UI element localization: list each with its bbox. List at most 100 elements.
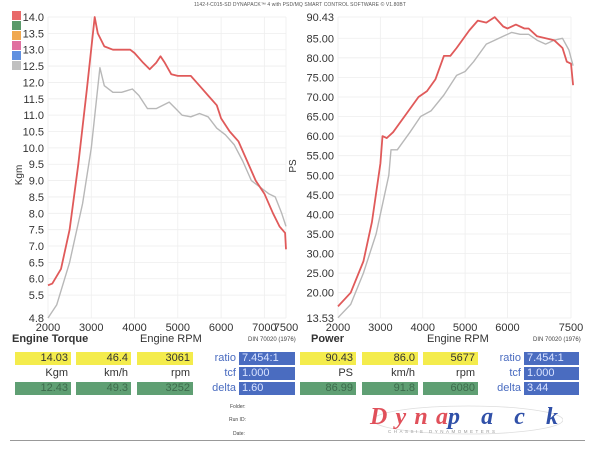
power-rpm-unit: rpm bbox=[456, 367, 475, 379]
y-axis-label: Kgm bbox=[14, 165, 25, 186]
y-tick-label: 90.43 bbox=[306, 12, 334, 24]
y-tick-label: 11.5 bbox=[23, 94, 44, 106]
tcf-value: 1.000 bbox=[239, 367, 295, 380]
power-rpm-label: Engine RPM bbox=[427, 333, 489, 345]
torque-run2-value: 12.43 bbox=[15, 382, 71, 395]
svg-text:CHASSIS DYNAMOMETERS: CHASSIS DYNAMOMETERS bbox=[388, 429, 498, 434]
folder-label: Folder: bbox=[230, 404, 246, 410]
x-tick-label: 3000 bbox=[368, 322, 392, 334]
power-tcf-label: tcf bbox=[509, 367, 521, 379]
torque-unit: Kgm bbox=[45, 367, 68, 379]
x-tick-label: 7500 bbox=[274, 322, 298, 334]
series-line-run2 bbox=[47, 67, 287, 319]
power-title: Power bbox=[311, 333, 345, 345]
power-run2-rpm: 6080 bbox=[423, 382, 478, 395]
power-run2-value: 86.99 bbox=[300, 382, 356, 395]
y-tick-label: 40.00 bbox=[306, 209, 334, 221]
footer-rule bbox=[10, 440, 585, 441]
y-tick-label: 12.5 bbox=[23, 61, 44, 73]
power-unit: PS bbox=[338, 367, 353, 379]
torque-run1-speed: 46.4 bbox=[76, 352, 131, 365]
power-ratio-value: 7.454:1 bbox=[524, 352, 579, 365]
delta-label: delta bbox=[212, 382, 236, 394]
x-tick-label: 3000 bbox=[79, 322, 103, 334]
svg-text:Dyna: Dyna bbox=[369, 404, 448, 430]
x-tick-label: 6000 bbox=[495, 322, 519, 334]
y-tick-label: 13.53 bbox=[306, 313, 334, 325]
y-tick-label: 7.0 bbox=[29, 241, 44, 253]
legend-swatch bbox=[12, 61, 21, 70]
power-speed-unit: km/h bbox=[391, 367, 415, 379]
y-tick-label: 6.5 bbox=[29, 257, 44, 269]
delta-value: 1.60 bbox=[239, 382, 295, 395]
y-axis-label: PS bbox=[288, 159, 299, 173]
power-tcf-value: 1.000 bbox=[524, 367, 579, 380]
y-tick-label: 9.0 bbox=[29, 176, 44, 188]
power-delta-value: 3.44 bbox=[524, 382, 579, 395]
y-tick-label: 4.8 bbox=[29, 313, 44, 325]
torque-run2-speed: 49.3 bbox=[76, 382, 131, 395]
x-tick-label: 2000 bbox=[36, 322, 60, 334]
y-tick-label: 10.5 bbox=[23, 127, 44, 139]
ratio-value: 7.454:1 bbox=[239, 352, 295, 365]
y-tick-label: 30.00 bbox=[306, 249, 334, 261]
power-run1-speed: 86.0 bbox=[362, 352, 418, 365]
legend-swatch bbox=[12, 21, 21, 30]
y-tick-label: 8.5 bbox=[29, 192, 44, 204]
legend-swatch bbox=[12, 11, 21, 20]
y-tick-label: 13.5 bbox=[23, 28, 44, 40]
y-tick-label: 80.00 bbox=[306, 53, 334, 65]
y-tick-label: 75.00 bbox=[306, 72, 334, 84]
torque-run1-value: 14.03 bbox=[15, 352, 71, 365]
x-tick-label: 2000 bbox=[326, 322, 350, 334]
tcf-label: tcf bbox=[224, 367, 236, 379]
y-tick-label: 11.0 bbox=[23, 110, 44, 122]
y-tick-label: 14.0 bbox=[23, 12, 44, 24]
x-tick-label: 7500 bbox=[559, 322, 583, 334]
ratio-label: ratio bbox=[214, 352, 236, 364]
torque-rpm-label: Engine RPM bbox=[140, 333, 202, 345]
power-din-note: DIN 70020 (1976) bbox=[533, 337, 581, 343]
power-ratio-label: ratio bbox=[499, 352, 521, 364]
y-tick-label: 13.0 bbox=[23, 45, 44, 57]
x-tick-label: 5000 bbox=[166, 322, 190, 334]
torque-run2-rpm: 3252 bbox=[137, 382, 193, 395]
dynapack-logo: Dyna pack CHASSIS DYNAMOMETERS bbox=[369, 404, 563, 435]
y-tick-label: 65.00 bbox=[306, 112, 334, 124]
y-tick-label: 9.5 bbox=[29, 159, 44, 171]
series-line-run1 bbox=[337, 16, 574, 308]
power-run1-rpm: 5677 bbox=[423, 352, 478, 365]
legend-swatch bbox=[12, 51, 21, 60]
power-delta-label: delta bbox=[497, 382, 521, 394]
y-tick-label: 35.00 bbox=[306, 229, 334, 241]
y-tick-label: 70.00 bbox=[306, 92, 334, 104]
x-tick-label: 7000 bbox=[252, 322, 276, 334]
y-tick-label: 7.5 bbox=[29, 225, 44, 237]
torque-run1-rpm: 3061 bbox=[137, 352, 193, 365]
run-id-label: Run ID: bbox=[229, 417, 246, 423]
series-line-run2 bbox=[337, 31, 574, 319]
report-header: 1142-f-C015-SD DYNAPACK™ 4 with PSD/MQ S… bbox=[193, 2, 407, 8]
power-run1-value: 90.43 bbox=[300, 352, 356, 365]
power-run2-speed: 91.8 bbox=[362, 382, 418, 395]
x-tick-label: 4000 bbox=[410, 322, 434, 334]
y-tick-label: 6.0 bbox=[29, 274, 44, 286]
y-tick-label: 45.00 bbox=[306, 190, 334, 202]
torque-title: Engine Torque bbox=[12, 333, 89, 345]
y-tick-label: 5.5 bbox=[29, 290, 44, 302]
y-tick-label: 55.00 bbox=[306, 151, 334, 163]
y-tick-label: 25.00 bbox=[306, 268, 334, 280]
legend-swatch bbox=[12, 31, 21, 40]
x-tick-label: 4000 bbox=[122, 322, 146, 334]
y-tick-label: 10.0 bbox=[23, 143, 44, 155]
y-tick-label: 12.0 bbox=[23, 77, 44, 89]
series-line-run1 bbox=[47, 16, 287, 287]
speed-unit: km/h bbox=[104, 367, 128, 379]
svg-text:pack: pack bbox=[446, 404, 558, 430]
rpm-unit: rpm bbox=[171, 367, 190, 379]
torque-din-note: DIN 70020 (1976) bbox=[248, 337, 296, 343]
x-tick-label: 6000 bbox=[209, 322, 233, 334]
y-tick-label: 20.00 bbox=[306, 288, 334, 300]
y-tick-label: 85.00 bbox=[306, 33, 334, 45]
